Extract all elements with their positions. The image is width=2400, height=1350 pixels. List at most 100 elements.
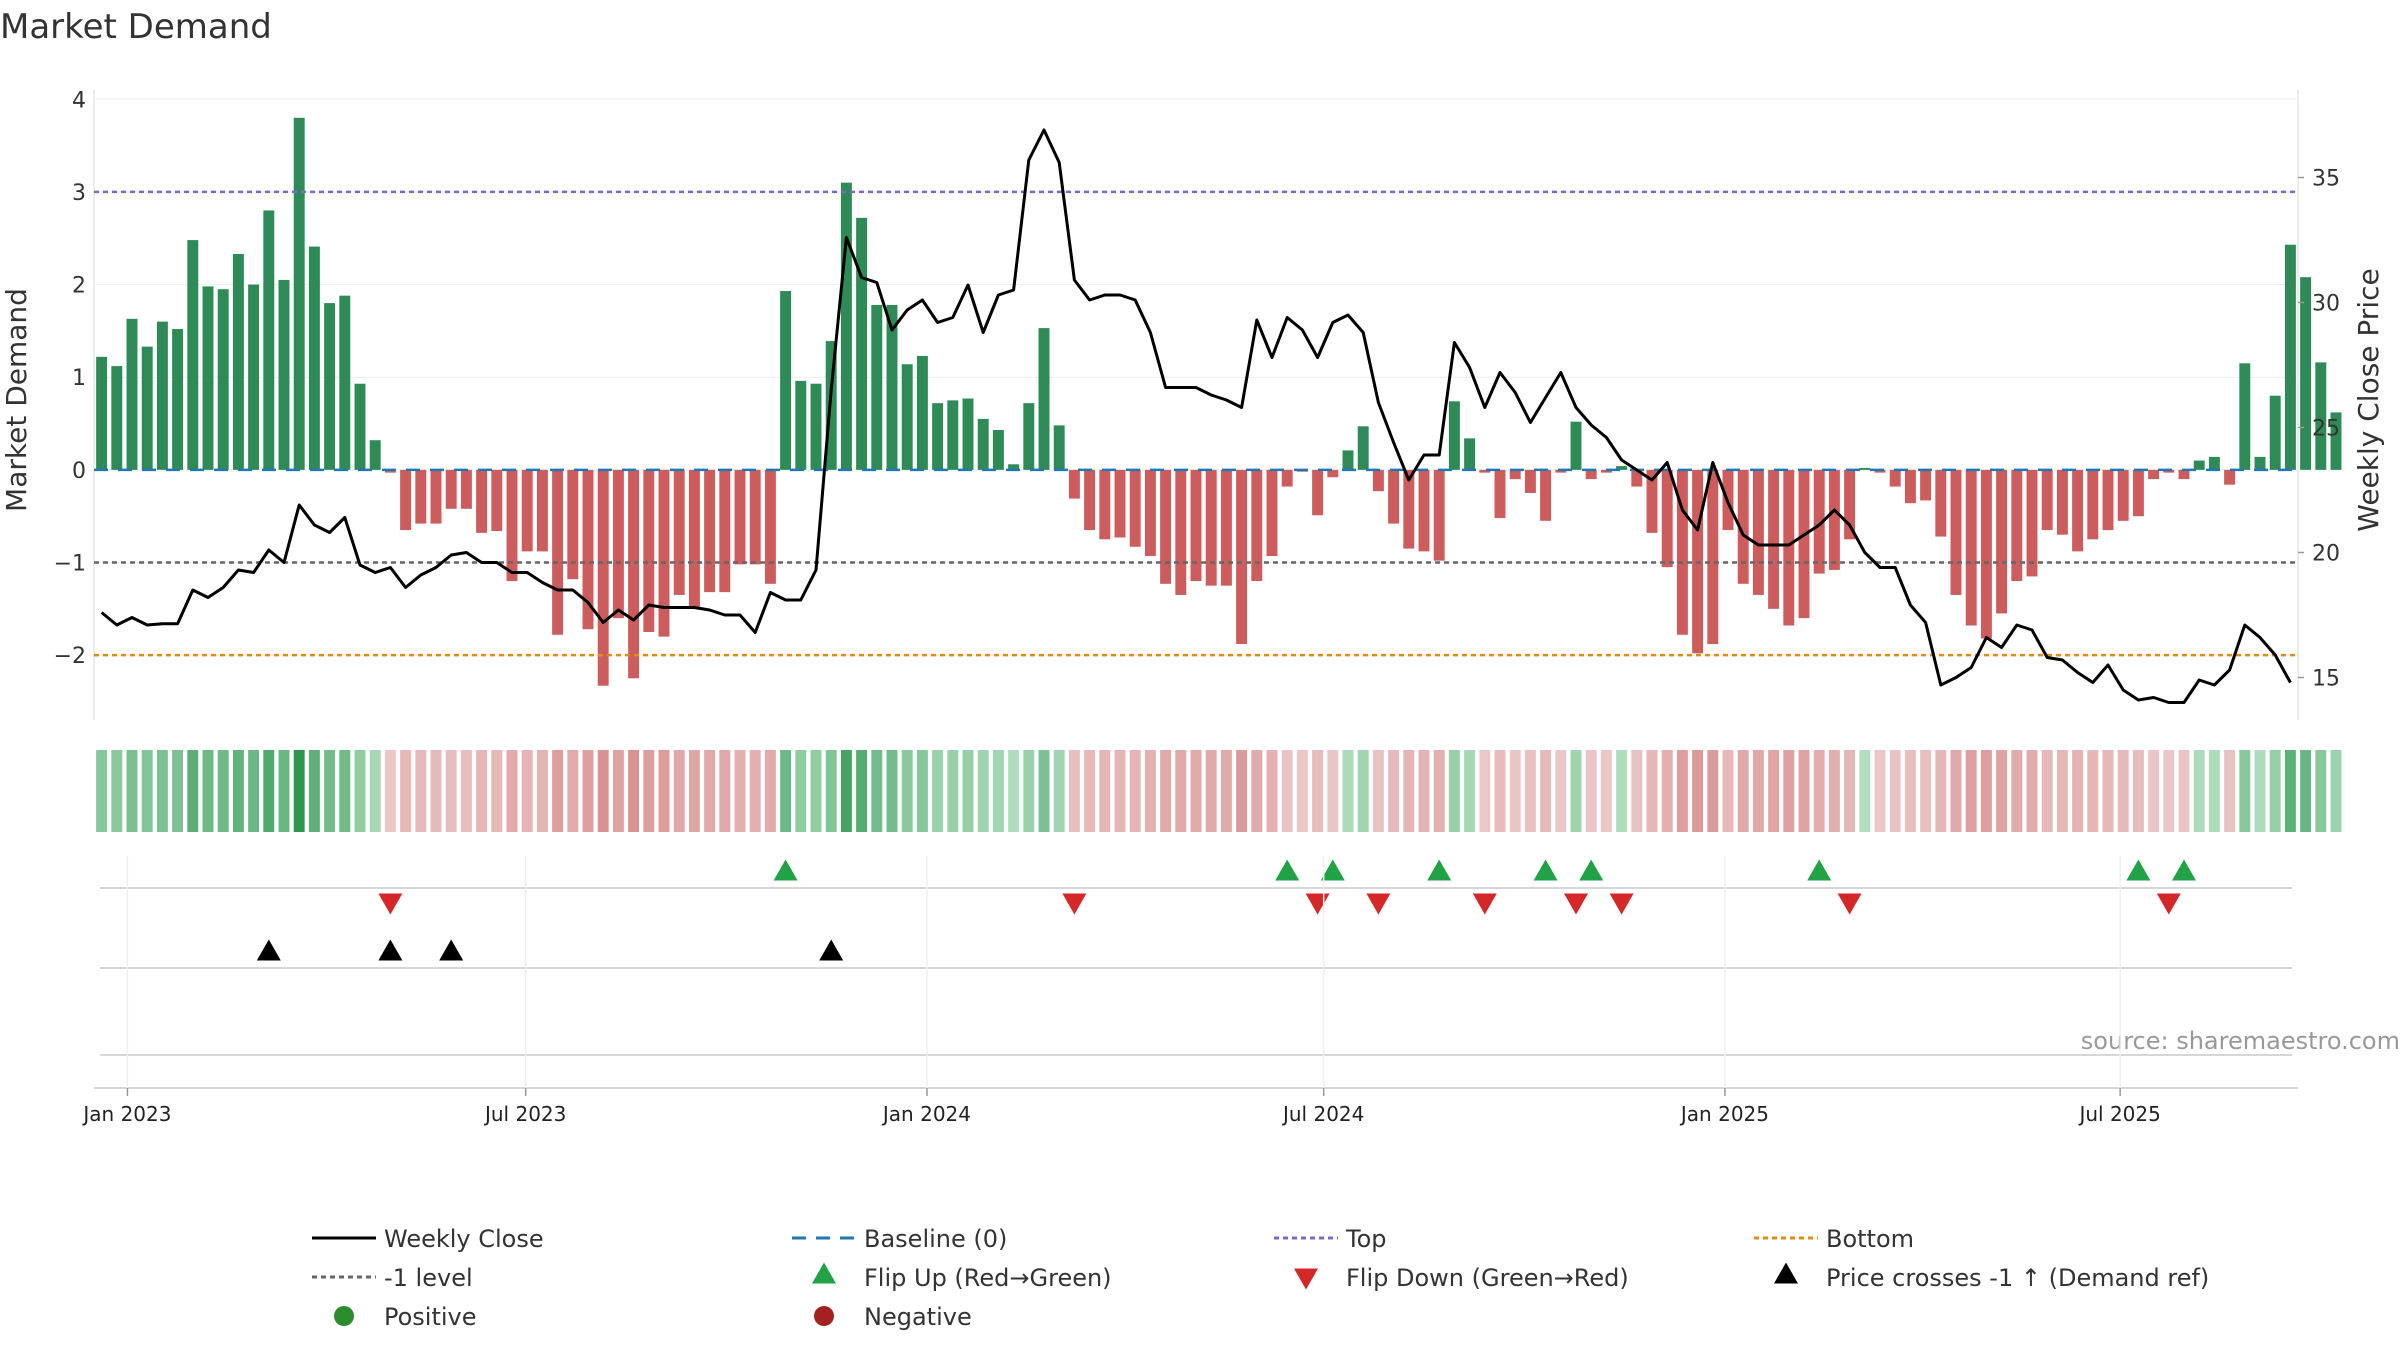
heat-cell: [1068, 750, 1080, 832]
heat-cell: [2239, 750, 2251, 832]
heat-cell: [1175, 750, 1187, 832]
demand-bar: [1813, 469, 1825, 574]
heat-cell: [460, 750, 472, 832]
heat-cell: [1783, 750, 1795, 832]
demand-bar: [1220, 469, 1232, 586]
signal-markers: [94, 859, 2298, 1089]
x-tick-label: Jan 2025: [1679, 1102, 1769, 1126]
demand-bar: [871, 304, 883, 470]
demand-bar: [1357, 426, 1369, 470]
legend-item: Flip Up (Red→Green): [812, 1262, 1112, 1292]
demand-bar: [1129, 469, 1141, 547]
heat-cell: [1342, 750, 1354, 832]
demand-bar: [430, 469, 442, 524]
demand-bar: [992, 430, 1004, 470]
heat-cell: [2163, 750, 2175, 832]
demand-bar: [1980, 469, 1992, 639]
heat-cell: [1585, 750, 1597, 832]
flip-down-marker: [1305, 893, 1330, 915]
flip-up-marker: [1320, 859, 1345, 881]
demand-bar: [1479, 469, 1491, 473]
heat-cell: [1859, 750, 1871, 832]
heat-cell: [430, 750, 442, 832]
heat-cell: [871, 750, 883, 832]
demand-bar: [597, 469, 609, 686]
legend-item: Top: [1274, 1225, 1387, 1253]
heat-cell: [552, 750, 564, 832]
demand-bar: [1418, 469, 1430, 552]
demand-bar: [552, 469, 564, 635]
demand-bar: [111, 366, 123, 470]
heat-cell: [1631, 750, 1643, 832]
demand-bar: [2315, 362, 2327, 470]
demand-bar: [1190, 469, 1202, 582]
demand-bar: [886, 304, 898, 470]
demand-bar: [2087, 469, 2099, 540]
heat-cell: [278, 750, 290, 832]
x-tick-label: Jul 2025: [2077, 1102, 2160, 1126]
demand-bar: [1904, 469, 1916, 504]
demand-bar: [1084, 469, 1096, 531]
heat-cell: [232, 750, 244, 832]
heat-cell: [612, 750, 624, 832]
demand-bar: [795, 380, 807, 470]
demand-bar: [1676, 469, 1688, 635]
flip-up-marker: [1579, 859, 1604, 881]
heat-cell: [1616, 750, 1628, 832]
heat-cell: [2056, 750, 2068, 832]
legend-item: Flip Down (Green→Red): [1294, 1264, 1629, 1292]
flip-down-marker: [1837, 893, 1862, 915]
demand-bar: [1388, 469, 1400, 524]
y-tick-label-right: 30: [2312, 292, 2340, 317]
demand-bar: [1266, 469, 1278, 557]
heat-cell: [2330, 750, 2342, 832]
legend-item: -1 level: [312, 1264, 473, 1292]
demand-bar: [1889, 469, 1901, 487]
demand-bar: [1859, 468, 1871, 470]
heat-cell: [825, 750, 837, 832]
legend-swatch: [1774, 1262, 1798, 1284]
demand-bar: [1965, 469, 1977, 626]
demand-bar: [460, 469, 472, 509]
heat-cell: [704, 750, 716, 832]
demand-bar: [2193, 460, 2205, 470]
heat-cell: [1464, 750, 1476, 832]
demand-bar: [1509, 469, 1521, 480]
heat-cell: [1980, 750, 1992, 832]
demand-bar: [156, 321, 168, 470]
demand-bar: [476, 469, 488, 533]
weekly-close-series: [100, 128, 2292, 704]
demand-bar: [2072, 469, 2084, 552]
demand-bar: [1312, 469, 1324, 516]
y-tick-label-left: 3: [72, 181, 86, 206]
demand-bar: [2026, 469, 2038, 577]
y-tick-label-left: 1: [72, 366, 86, 391]
demand-bar: [324, 303, 336, 470]
heat-cell: [1798, 750, 1810, 832]
demand-bar: [1448, 401, 1460, 470]
legend-item: Positive: [334, 1303, 477, 1331]
demand-bar: [2148, 469, 2160, 480]
heat-cell: [1965, 750, 1977, 832]
demand-bar: [628, 469, 640, 679]
demand-bar: [141, 346, 153, 470]
legend-item: Negative: [814, 1303, 972, 1331]
demand-bar: [1600, 469, 1612, 473]
heat-cell: [1403, 750, 1415, 832]
heat-cell: [1661, 750, 1673, 832]
heat-cell: [248, 750, 260, 832]
heat-cell: [719, 750, 731, 832]
heat-cell: [597, 750, 609, 832]
demand-bar: [1175, 469, 1187, 595]
heat-cell: [1220, 750, 1232, 832]
y-tick-label-left: −2: [54, 644, 86, 669]
price-cross-marker: [256, 939, 281, 961]
heat-cell: [521, 750, 533, 832]
heat-cell: [1053, 750, 1065, 832]
heat-cell: [1190, 750, 1202, 832]
demand-bar: [278, 279, 290, 470]
heat-cell: [764, 750, 776, 832]
flip-down-marker: [1062, 893, 1087, 915]
heat-cell: [658, 750, 670, 832]
